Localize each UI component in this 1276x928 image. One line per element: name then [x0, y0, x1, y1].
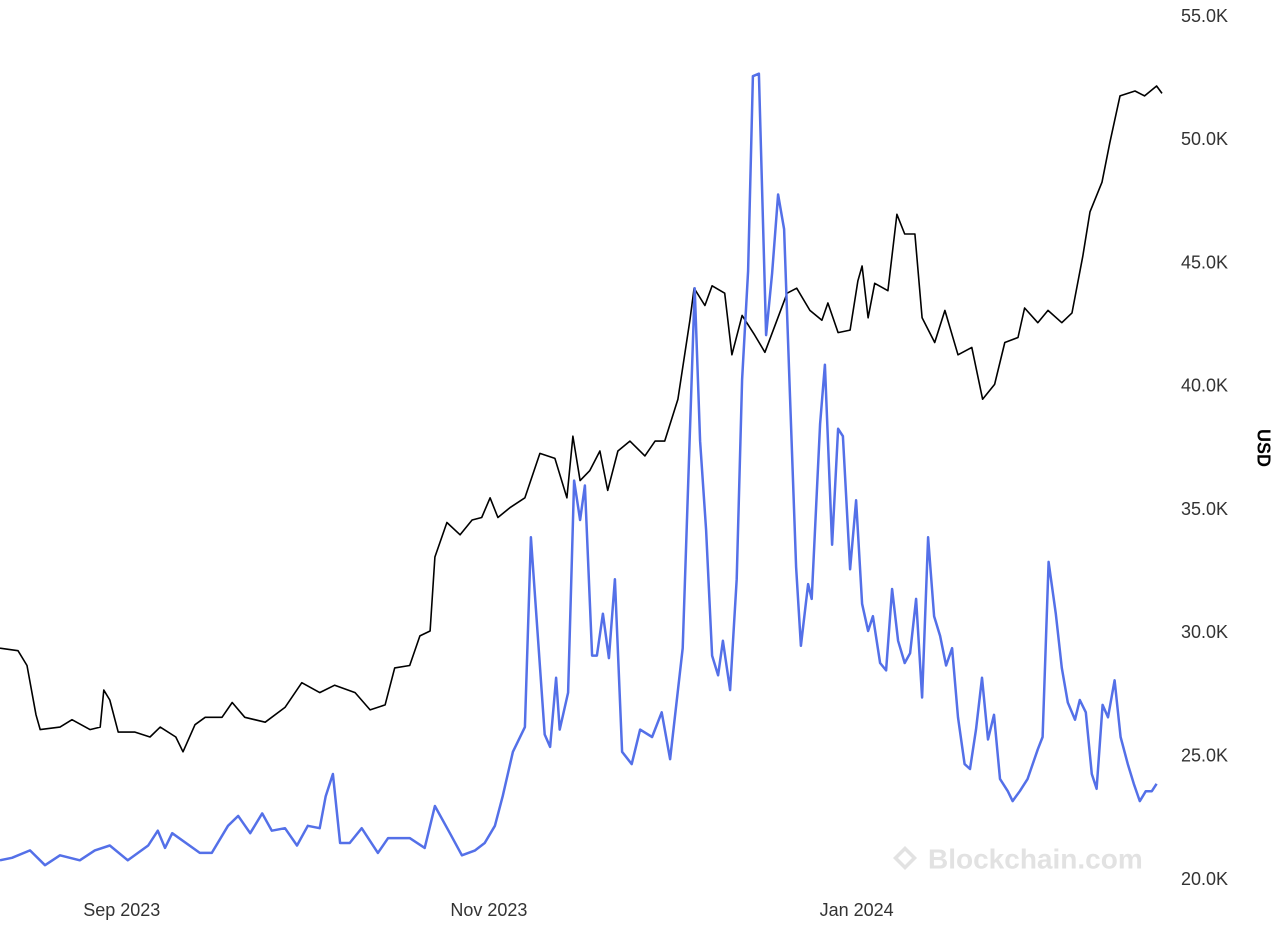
watermark-icon [893, 846, 917, 870]
x-tick-label: Jan 2024 [820, 900, 894, 920]
y-tick-label: 50.0K [1181, 129, 1228, 149]
x-tick-label: Sep 2023 [83, 900, 160, 920]
x-tick-label: Nov 2023 [450, 900, 527, 920]
watermark: Blockchain.com [928, 843, 1143, 874]
y-axis-label: USD [1253, 429, 1273, 467]
series-line [0, 72, 1158, 867]
y-tick-label: 25.0K [1181, 745, 1228, 765]
y-tick-label: 35.0K [1181, 499, 1228, 519]
series-line [0, 85, 1163, 753]
y-tick-label: 55.0K [1181, 6, 1228, 26]
y-tick-label: 45.0K [1181, 252, 1228, 272]
y-tick-label: 30.0K [1181, 622, 1228, 642]
y-tick-label: 40.0K [1181, 376, 1228, 396]
y-tick-label: 20.0K [1181, 869, 1228, 889]
